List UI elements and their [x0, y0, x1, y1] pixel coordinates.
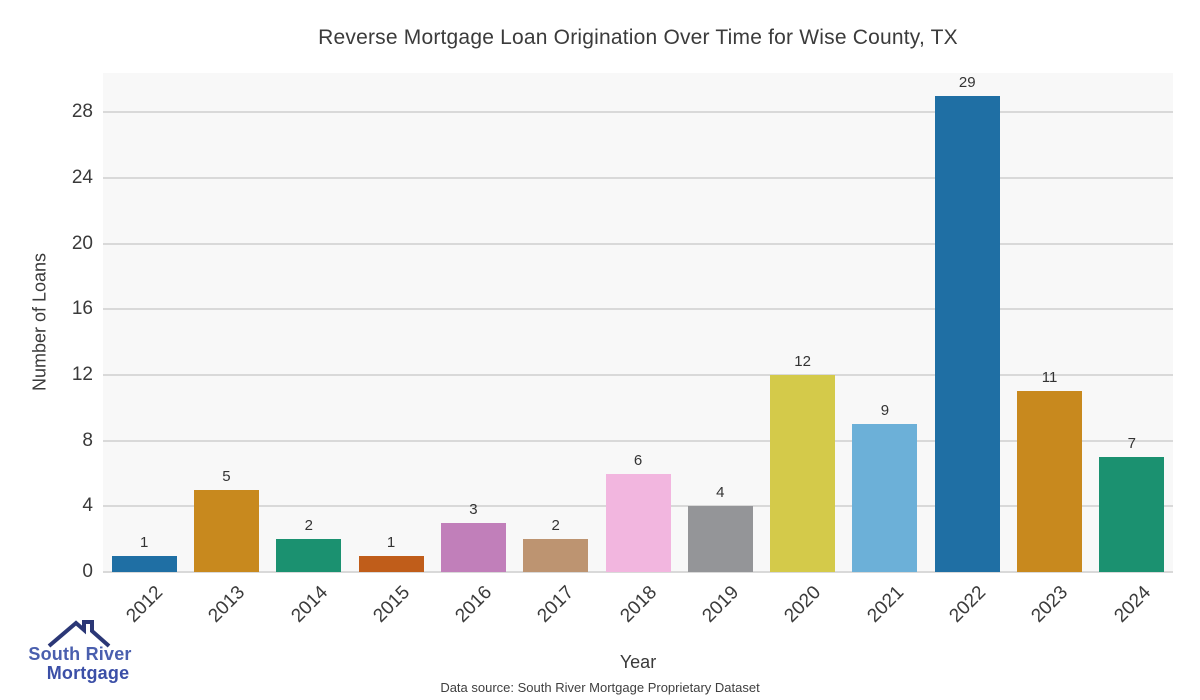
- x-tick-label-2014: 2014: [286, 582, 332, 627]
- logo-text-line1: South River: [28, 644, 132, 664]
- x-tick-label-2015: 2015: [369, 582, 414, 627]
- gridline-y-8: [103, 439, 1173, 442]
- bar-2018: [605, 473, 671, 572]
- x-tick-label-2024: 2024: [1109, 582, 1155, 627]
- y-axis-title: Number of Loans: [29, 252, 50, 392]
- y-tick-label-12: 12: [71, 364, 93, 386]
- x-tick-label-2016: 2016: [451, 582, 497, 627]
- y-tick-label-28: 28: [71, 101, 93, 123]
- company-logo: South River Mortgage: [14, 616, 144, 692]
- bar-2016: [440, 522, 506, 572]
- x-axis-title: Year: [619, 652, 657, 672]
- data-source-note: Data source: South River Mortgage Propri…: [440, 680, 760, 695]
- house-roof-icon: [47, 620, 111, 648]
- gridline-y-16: [103, 308, 1173, 311]
- bar-2022: [934, 95, 1000, 572]
- x-tick-label-2017: 2017: [533, 582, 579, 627]
- bar-value-label-2017: 2: [551, 517, 560, 535]
- gridline-y-0: [103, 571, 1173, 573]
- y-tick-label-16: 16: [71, 298, 93, 320]
- x-tick-label-2021: 2021: [863, 582, 908, 627]
- gridline-y-20: [103, 242, 1173, 245]
- bar-value-label-2022: 29: [958, 73, 976, 91]
- x-tick-label-2023: 2023: [1027, 582, 1073, 627]
- bar-value-label-2023: 11: [1041, 369, 1058, 387]
- x-tick-label-2019: 2019: [698, 582, 744, 627]
- bar-value-label-2014: 2: [304, 517, 313, 535]
- bar-2021: [852, 424, 918, 572]
- bar-value-label-2024: 7: [1127, 435, 1137, 453]
- chart-title: Reverse Mortgage Loan Origination Over T…: [318, 26, 958, 49]
- x-tick-label-2018: 2018: [616, 582, 661, 627]
- plot-area: [103, 73, 1173, 573]
- bar-value-label-2013: 5: [222, 467, 231, 485]
- bar-2023: [1017, 391, 1083, 572]
- bar-value-label-2012: 1: [139, 533, 149, 551]
- y-tick-label-4: 4: [82, 495, 93, 517]
- y-tick-label-20: 20: [71, 232, 93, 254]
- x-tick-label-2022: 2022: [945, 582, 991, 627]
- logo-text-line2: Mortgage: [46, 663, 130, 683]
- bar-2017: [523, 539, 589, 572]
- bar-value-label-2018: 6: [633, 451, 643, 469]
- gridline-y-28: [103, 111, 1173, 114]
- y-tick-label-8: 8: [82, 429, 93, 451]
- x-tick-label-2013: 2013: [204, 582, 250, 627]
- bar-2012: [111, 555, 177, 572]
- bar-2019: [687, 506, 753, 572]
- bar-value-label-2021: 9: [880, 402, 890, 420]
- bar-value-label-2019: 4: [716, 484, 725, 502]
- bar-value-label-2015: 1: [386, 533, 396, 551]
- bar-2015: [358, 555, 424, 572]
- gridline-y-24: [103, 177, 1173, 180]
- bar-2014: [276, 539, 342, 572]
- x-tick-label-2020: 2020: [780, 582, 826, 627]
- bar-2013: [193, 489, 259, 572]
- bar-value-label-2016: 3: [469, 500, 478, 518]
- bar-2024: [1099, 457, 1165, 572]
- bar-value-label-2020: 12: [794, 353, 811, 371]
- gridline-y-12: [103, 374, 1173, 377]
- bar-2020: [770, 375, 836, 572]
- y-tick-label-24: 24: [71, 167, 93, 189]
- y-tick-label-0: 0: [82, 561, 93, 582]
